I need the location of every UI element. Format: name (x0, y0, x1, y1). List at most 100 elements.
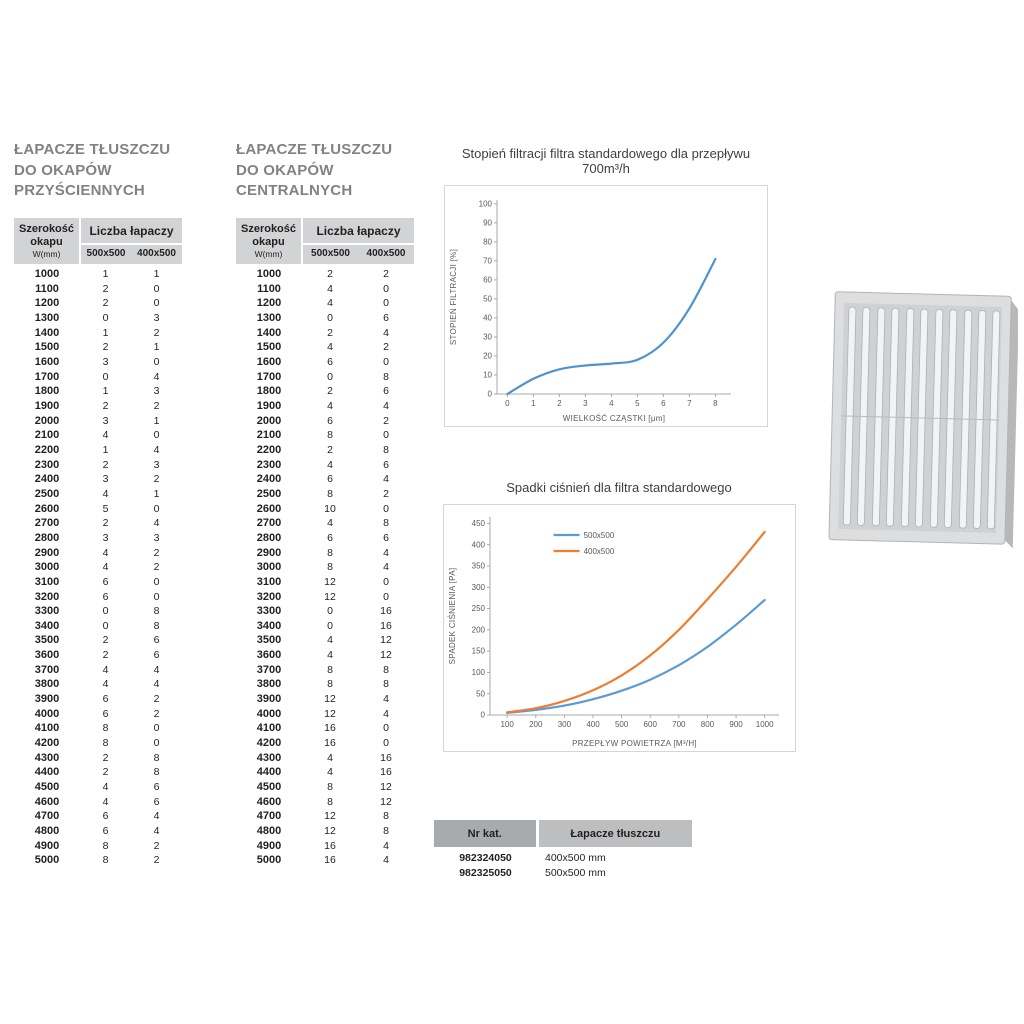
table-row: 3300 0 8 (14, 604, 182, 619)
series-line-400x500 (505, 530, 766, 714)
row-key-cell: 2900 (34, 546, 60, 559)
row-key-cell: 2900 (256, 546, 282, 559)
row-key-cell: 3500 (34, 634, 60, 647)
width-column-header: Szerokość okapu W(mm) (14, 218, 81, 265)
row-key-cell: 1900 (256, 399, 282, 412)
table-row: 1800 1 3 (14, 384, 182, 399)
section-title-line: ŁAPACZE TŁUSZCZU (14, 141, 171, 158)
row-value-cell: 16 (324, 839, 336, 852)
table-row: 4500 8 12 (236, 780, 414, 795)
y-tick-label: 0 (488, 390, 493, 399)
row-value-cell: 12 (380, 795, 392, 808)
row-value-cell: 0 (327, 312, 333, 325)
row-value-cell: 4 (102, 429, 109, 442)
table-row: 1400 2 4 (236, 326, 414, 341)
table-row: 3300 0 16 (236, 604, 414, 619)
row-key-cell: 4900 (34, 839, 60, 852)
row-value-cell: 0 (327, 370, 333, 383)
table-row: 1200 4 0 (236, 296, 414, 311)
row-key-cell: 4000 (256, 707, 282, 720)
row-key-cell: 4100 (256, 722, 282, 735)
table-row: 4800 12 8 (236, 824, 414, 839)
row-key-cell: 4300 (34, 751, 60, 764)
row-value-cell: 0 (383, 297, 389, 310)
table-row: 1400 1 2 (14, 326, 182, 341)
row-value-cell: 4 (383, 561, 389, 574)
catalog-header: Nr kat. Łapacze tłuszczu (434, 820, 692, 847)
width-header-label: Szerokość okapu (18, 222, 75, 248)
x-axis-title: PRZEPŁYW POWIETRZA [M³/H] (572, 739, 697, 748)
x-tick-label: 500 (614, 720, 628, 729)
row-value-cell: 0 (153, 575, 160, 588)
row-value-cell: 8 (153, 766, 160, 779)
table-body: 1000 2 2 1100 4 0 1200 4 0 1300 0 6 1400 2 4 1500 4 2 1600… (236, 264, 414, 868)
row-key-cell: 2700 (34, 517, 60, 530)
row-value-cell: 2 (102, 399, 109, 412)
row-value-cell: 2 (153, 561, 160, 574)
legend-label: 500x500 (583, 531, 614, 540)
row-value-cell: 3 (102, 473, 109, 486)
table-row: 2400 3 2 (14, 472, 182, 487)
row-value-cell: 1 (153, 341, 160, 354)
row-key-cell: 3300 (34, 605, 60, 618)
row-value-cell: 8 (327, 678, 333, 691)
row-value-cell: 4 (327, 766, 333, 779)
row-key-cell: 4900 (256, 839, 282, 852)
table-row: 2300 4 6 (236, 458, 414, 473)
row-key-cell: 3700 (34, 663, 60, 676)
row-value-cell: 4 (327, 297, 333, 310)
row-value-cell: 6 (102, 590, 109, 603)
row-value-cell: 6 (327, 356, 333, 368)
row-key-cell: 2800 (34, 531, 60, 544)
row-value-cell: 2 (153, 839, 160, 852)
table-row: 3500 4 12 (236, 633, 414, 648)
row-value-cell: 0 (383, 282, 389, 295)
table-body: 1000 1 1 1100 2 0 1200 2 0 1300 0 3 1400 1 2 1500 2 1 1600… (14, 264, 182, 868)
filtration-chart-title: Stopień filtracji filtra standardowego d… (461, 146, 751, 176)
row-value-cell: 2 (102, 517, 109, 530)
x-tick-label: 100 (500, 720, 514, 729)
table-row: 2400 6 4 (236, 472, 414, 487)
row-value-cell: 4 (327, 399, 333, 412)
row-key-cell: 1000 (34, 268, 60, 281)
row-value-cell: 10 (324, 502, 336, 515)
row-value-cell: 2 (102, 649, 109, 662)
row-key-cell: 2700 (256, 517, 282, 530)
row-key-cell: 4400 (256, 766, 282, 779)
row-value-cell: 8 (327, 561, 333, 574)
table-row: 1100 4 0 (236, 282, 414, 297)
row-key-cell: 3400 (34, 619, 60, 632)
section-title-line: DO OKAPÓW (14, 161, 112, 179)
row-value-cell: 8 (383, 678, 389, 691)
row-key-cell: 2800 (256, 531, 282, 544)
catalog-header-name: Łapacze tłuszczu (537, 820, 692, 847)
y-tick-label: 150 (471, 647, 485, 656)
table-row: 1300 0 3 (14, 311, 182, 326)
row-value-cell: 2 (102, 282, 109, 295)
table-row: 3400 0 8 (14, 619, 182, 634)
table-row: 2200 2 8 (236, 443, 414, 458)
table-row: 1900 4 4 (236, 399, 414, 414)
table-row: 3200 12 0 (236, 590, 414, 605)
row-value-cell: 6 (102, 575, 109, 588)
table-row: 2600 5 0 (14, 502, 182, 517)
row-key-cell: 2600 (256, 502, 282, 515)
y-tick-label: 10 (483, 371, 492, 380)
count-column-header: Liczba łapaczy (80, 218, 182, 246)
y-tick-label: 30 (483, 333, 492, 342)
row-value-cell: 6 (153, 649, 160, 662)
row-value-cell: 2 (102, 634, 109, 647)
row-value-cell: 0 (383, 590, 389, 603)
row-key-cell: 2100 (256, 429, 282, 442)
filtration-chart-block: Stopień filtracji filtra standardowego d… (438, 146, 774, 427)
table-row: 4400 4 16 (236, 765, 414, 780)
row-key-cell: 3000 (34, 561, 60, 574)
table-row: 3900 6 2 (14, 692, 182, 707)
table-row: 982325050 500x500 mm (434, 864, 692, 881)
row-value-cell: 2 (383, 341, 389, 354)
table-row: 4300 2 8 (14, 751, 182, 766)
row-value-cell: 6 (102, 825, 109, 837)
table-row: 4100 8 0 (14, 721, 182, 736)
row-value-cell: 12 (324, 693, 336, 706)
pressure-chart-block: Spadki ciśnień dla filtra standardowego … (438, 480, 800, 752)
